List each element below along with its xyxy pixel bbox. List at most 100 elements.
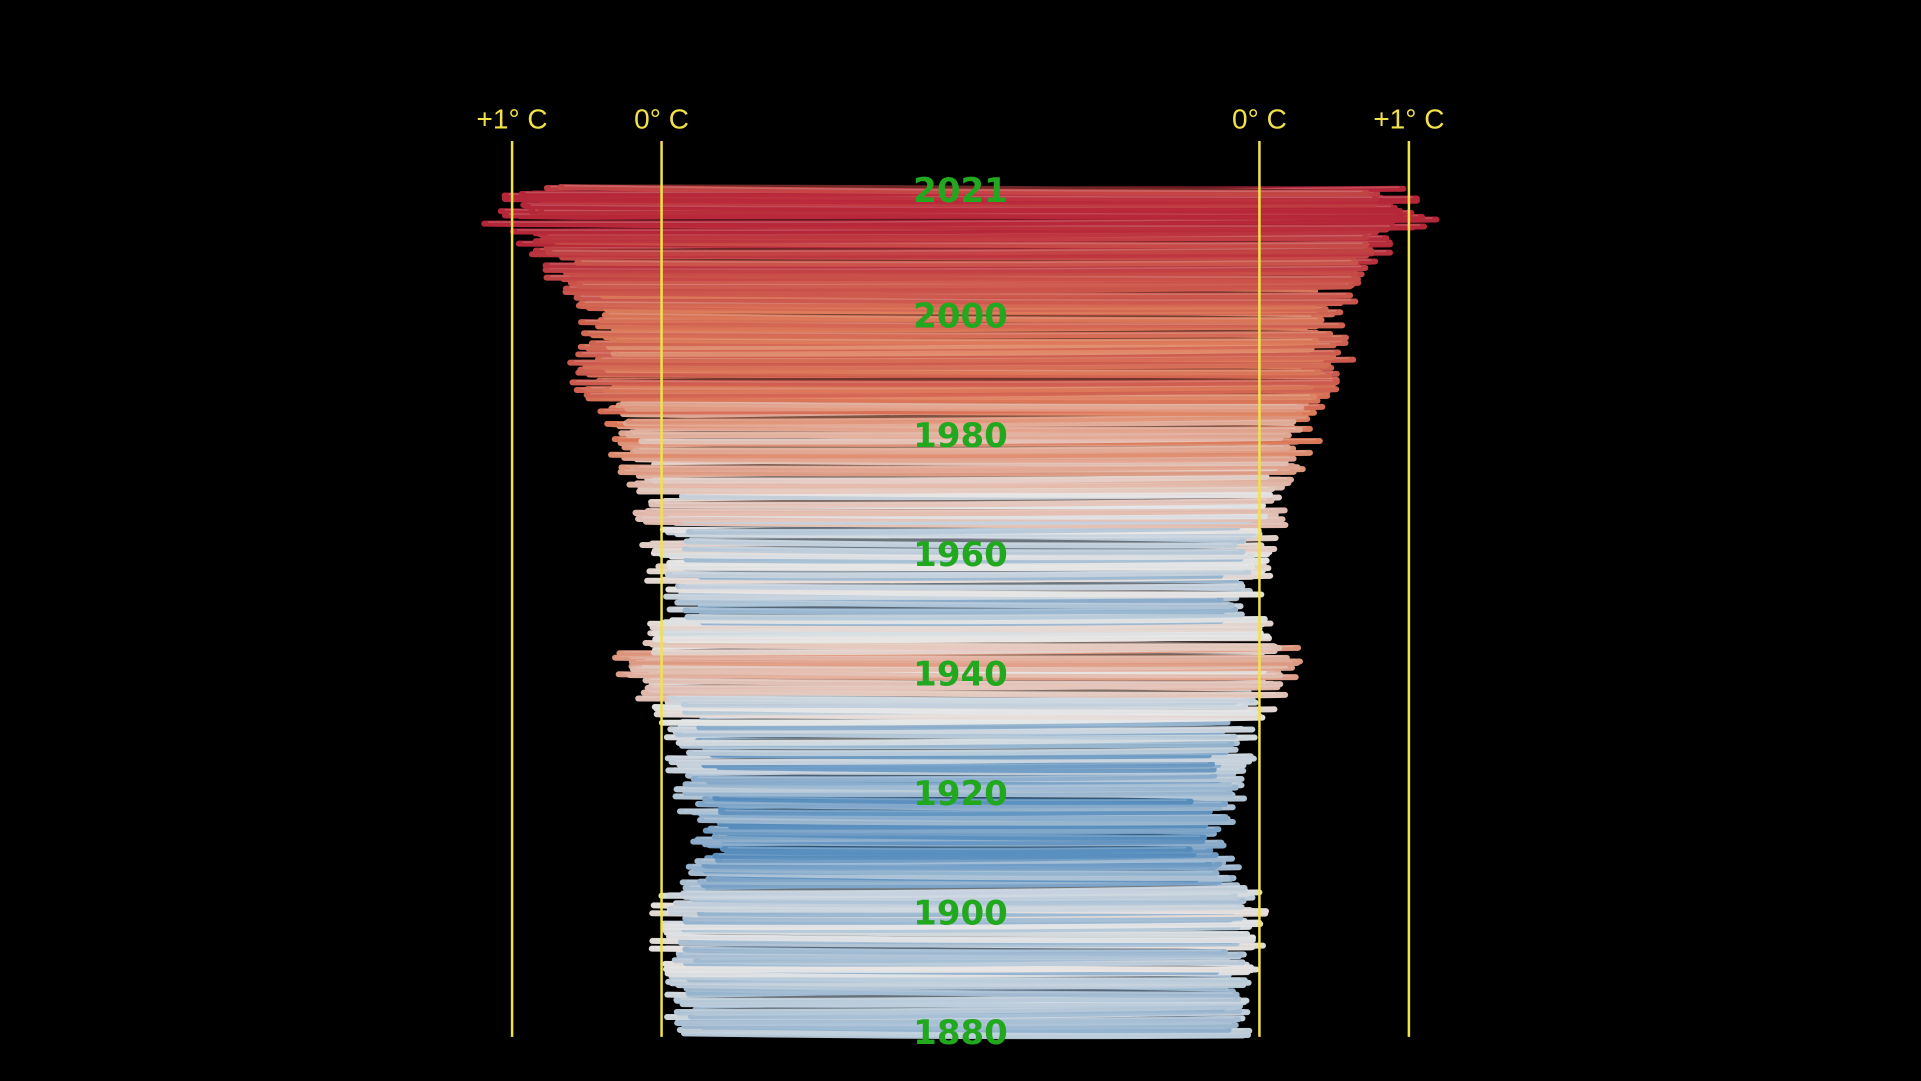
year-label-1940: 1940 (913, 655, 1008, 695)
ring-1973-2 (651, 473, 1270, 484)
ring-highlight-1919-2 (719, 795, 1187, 802)
year-label-2000: 2000 (913, 296, 1008, 336)
ring-highlight-1996-2 (616, 337, 1313, 342)
ring-highlight-1923-2 (697, 773, 1211, 779)
ring-1967-2 (644, 507, 1284, 516)
axis-layer: +1° C 0° C 0° C +1° C (477, 104, 1444, 1037)
ring-highlight-1952-2 (685, 598, 1228, 605)
ring-2003-2 (573, 294, 1359, 305)
ring-1894-2 (682, 946, 1228, 956)
ring-1974-2 (617, 468, 1297, 477)
ring-1889-2 (668, 973, 1248, 984)
ring-1901-2 (666, 904, 1245, 913)
ring-1911-2 (720, 846, 1193, 854)
ring-1969-2 (648, 497, 1275, 508)
ring-1975-2 (632, 463, 1296, 472)
ring-highlight-1894-2 (689, 947, 1221, 952)
ring-highlight-1955-2 (685, 583, 1239, 587)
ring-2021-2 (557, 184, 1370, 196)
ring-1945-2 (642, 640, 1277, 650)
ring-1960-2 (658, 551, 1255, 561)
ring-highlight-2011-2 (552, 246, 1366, 252)
ring-1964-2 (685, 524, 1241, 535)
axis-label-0: +1° C (477, 104, 548, 135)
year-label-1960: 1960 (913, 535, 1008, 575)
ring-1915-2 (697, 817, 1236, 826)
ring-1946-2 (652, 634, 1265, 643)
ring-1949-2 (669, 616, 1268, 625)
ring-2016-2 (481, 216, 1440, 227)
ring-2018-2 (523, 203, 1398, 212)
ring-1925-2 (701, 761, 1216, 770)
ring-1943-2 (628, 652, 1290, 662)
ring-1962-2 (683, 538, 1238, 549)
ring-highlight-1927-2 (692, 747, 1232, 753)
ring-highlight-2021-2 (564, 184, 1363, 193)
axis-label-3: +1° C (1373, 104, 1444, 135)
ring-layer (481, 184, 1440, 1040)
ring-1955-2 (678, 582, 1246, 591)
year-label-1980: 1980 (913, 416, 1008, 456)
year-label-1880: 1880 (913, 1013, 1008, 1053)
ring-1881-2 (681, 1022, 1239, 1031)
ring-1952-2 (678, 597, 1235, 609)
ring-1921-2 (682, 781, 1239, 791)
ring-highlight-1973-2 (658, 474, 1263, 480)
ring-1951-2 (682, 606, 1239, 615)
ring-1992-1 (582, 361, 1332, 371)
ring-1996-2 (609, 336, 1320, 345)
ring-1941-2 (629, 662, 1289, 673)
ring-1939-2 (642, 677, 1276, 688)
ring-highlight-1896-2 (673, 934, 1249, 940)
ring-2009-2 (574, 259, 1359, 267)
ring-1983-2 (625, 413, 1309, 425)
year-label-1920: 1920 (913, 774, 1008, 814)
ring-1957-2 (664, 569, 1252, 579)
ring-1997-2 (580, 330, 1334, 339)
ring-1954-2 (665, 586, 1265, 598)
ring-1904-2 (680, 885, 1248, 897)
ring-1927-2 (685, 746, 1239, 757)
ring-highlight-1969-2 (655, 498, 1268, 505)
ring-1948-2 (649, 620, 1274, 631)
ring-1961-2 (681, 545, 1246, 556)
ring-highlight-1901-2 (673, 904, 1238, 909)
year-label-1900: 1900 (913, 894, 1008, 934)
ring-highlight-1960-2 (665, 552, 1248, 557)
ring-highlight-2008-2 (549, 265, 1362, 270)
ring-1987-2 (583, 386, 1340, 399)
axis-label-1: 0° C (634, 104, 689, 135)
ring-1899-2 (682, 914, 1244, 923)
ring-1915-1 (717, 820, 1209, 830)
ring-1896-2 (666, 933, 1256, 944)
ring-1958-2 (666, 563, 1256, 572)
ring-highlight-1904-2 (687, 885, 1241, 893)
year-label-layer: 2021 2000 1980 1960 1940 1920 1900 1880 (913, 171, 1008, 1053)
ring-1950-2 (684, 611, 1245, 621)
ring-highlight-1985-2 (627, 400, 1297, 406)
ring-1919-2 (712, 795, 1194, 805)
ring-1936-2 (667, 694, 1251, 704)
ring-2008-2 (542, 264, 1369, 274)
ring-1907-2 (692, 865, 1220, 877)
ring-1934-2 (651, 703, 1258, 716)
ring-1884-2 (673, 1003, 1244, 1015)
ring-1920-2 (682, 789, 1233, 798)
ring-highlight-1957-2 (671, 569, 1245, 575)
ring-highlight-1942-2 (635, 659, 1294, 664)
ring-highlight-1988-2 (610, 384, 1307, 390)
ring-highlight-1936-2 (674, 695, 1244, 700)
ring-2011-2 (545, 246, 1373, 256)
ring-1937-2 (649, 686, 1283, 698)
ring-highlight-1997-2 (587, 331, 1327, 335)
ring-1981-2 (616, 423, 1303, 433)
ring-highlight-1898-2 (668, 921, 1257, 927)
ring-1933-2 (653, 711, 1263, 720)
ring-1977-2 (608, 449, 1313, 459)
ring-2000-2 (601, 312, 1325, 324)
ring-1988-2 (603, 383, 1314, 394)
ring-highlight-1962-2 (690, 539, 1231, 545)
ring-1989-2 (569, 378, 1340, 387)
ring-1923-2 (690, 772, 1218, 783)
